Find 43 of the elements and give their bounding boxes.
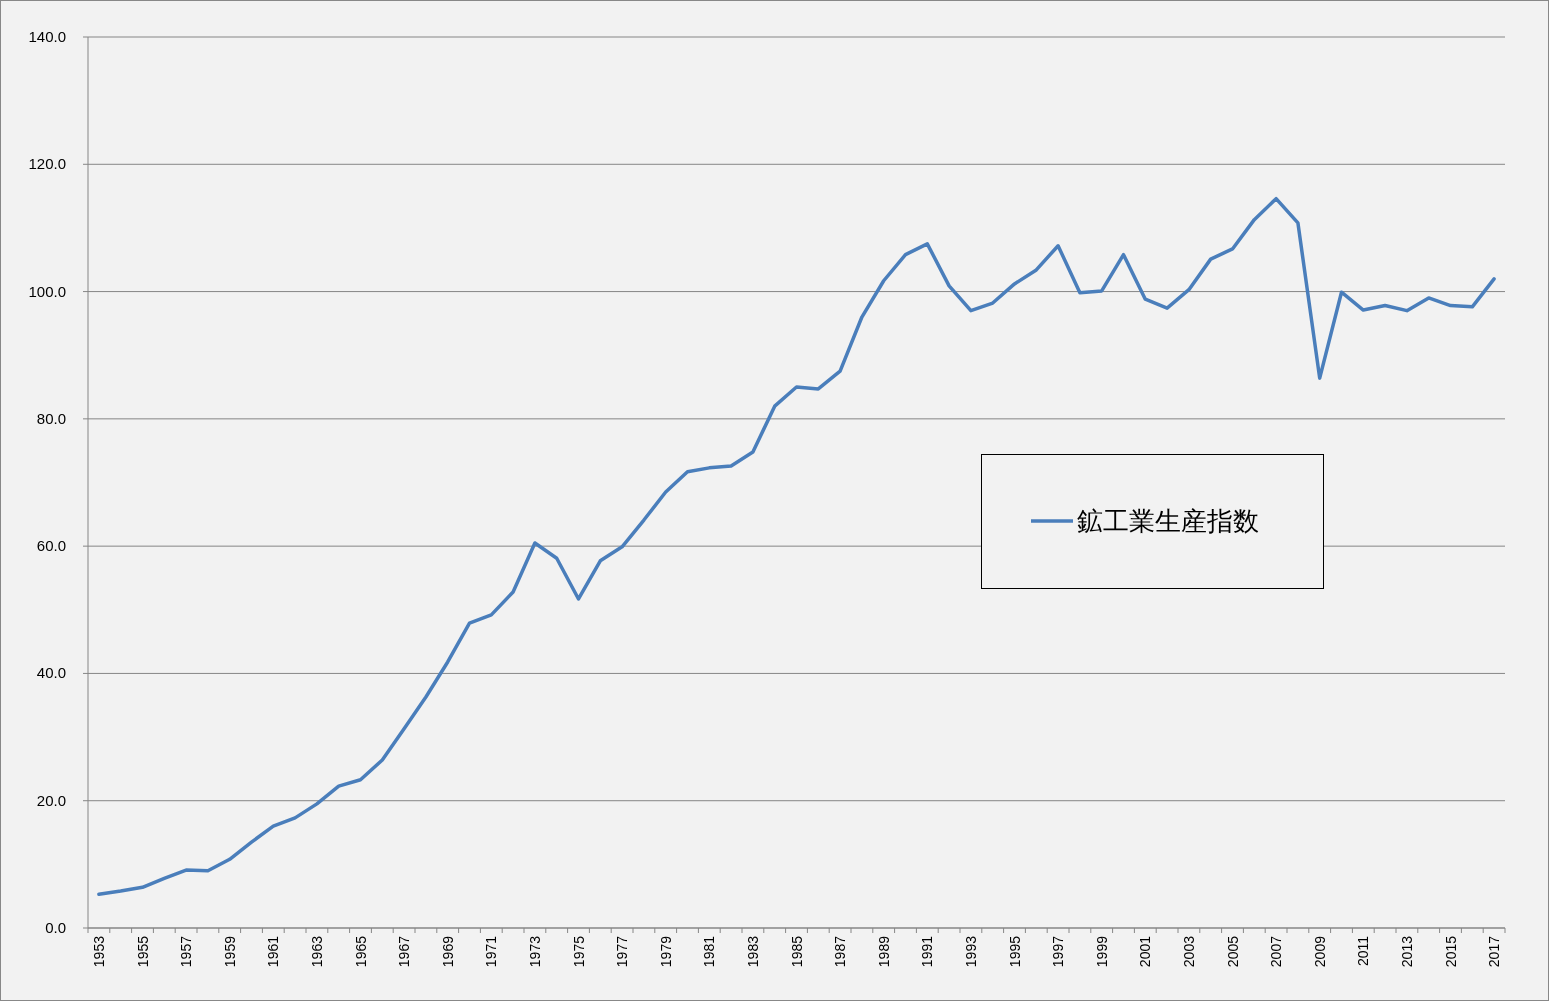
y-tick-label: 40.0 xyxy=(36,664,66,682)
x-tick-label: 2015 xyxy=(1442,935,1459,968)
x-tick-label: 2005 xyxy=(1224,935,1241,968)
x-tick-label: 1985 xyxy=(788,935,805,968)
x-tick-label: 1983 xyxy=(744,935,761,968)
x-tick-label: 2003 xyxy=(1180,935,1197,968)
y-tick-label: 80.0 xyxy=(36,409,66,427)
y-tick-label: 120.0 xyxy=(28,155,66,173)
x-tick-label: 1987 xyxy=(832,935,849,968)
x-tick-label: 1993 xyxy=(962,935,979,968)
y-tick-label: 100.0 xyxy=(28,282,66,300)
y-tick-label: 0.0 xyxy=(45,919,66,936)
x-tick-label: 1963 xyxy=(308,935,325,968)
y-tick-label: 140.0 xyxy=(28,28,66,45)
y-tick-label: 60.0 xyxy=(36,537,66,555)
x-tick-label: 1965 xyxy=(352,935,369,968)
x-tick-label: 1991 xyxy=(919,935,936,968)
x-tick-label: 1957 xyxy=(178,935,195,968)
x-tick-label: 1995 xyxy=(1006,935,1023,968)
x-tick-label: 2011 xyxy=(1355,935,1372,967)
x-tick-label: 1975 xyxy=(570,935,587,968)
x-tick-label: 2001 xyxy=(1137,935,1154,968)
x-tick-label: 2017 xyxy=(1486,935,1503,968)
y-tick-label: 20.0 xyxy=(36,791,66,809)
legend: 鉱工業生産指数 xyxy=(981,454,1324,589)
x-tick-label: 1979 xyxy=(657,935,674,968)
x-tick-label: 2013 xyxy=(1398,935,1415,968)
x-tick-label: 1967 xyxy=(396,935,413,968)
x-tick-label: 1973 xyxy=(526,935,543,968)
x-tick-label: 1953 xyxy=(90,935,107,968)
x-tick-label: 1969 xyxy=(439,935,456,968)
x-tick-label: 1981 xyxy=(701,935,718,968)
x-tick-label: 1955 xyxy=(134,935,151,968)
x-tick-label: 2009 xyxy=(1311,935,1328,968)
legend-label: 鉱工業生産指数 xyxy=(1077,506,1259,536)
x-tick-label: 1999 xyxy=(1093,935,1110,968)
x-tick-label: 1989 xyxy=(875,935,892,968)
x-tick-label: 2007 xyxy=(1268,935,1285,968)
x-tick-label: 1971 xyxy=(483,935,500,968)
x-tick-label: 1959 xyxy=(221,935,238,968)
x-tick-label: 1997 xyxy=(1050,935,1067,968)
x-tick-label: 1961 xyxy=(265,935,282,968)
x-tick-label: 1977 xyxy=(614,935,631,968)
